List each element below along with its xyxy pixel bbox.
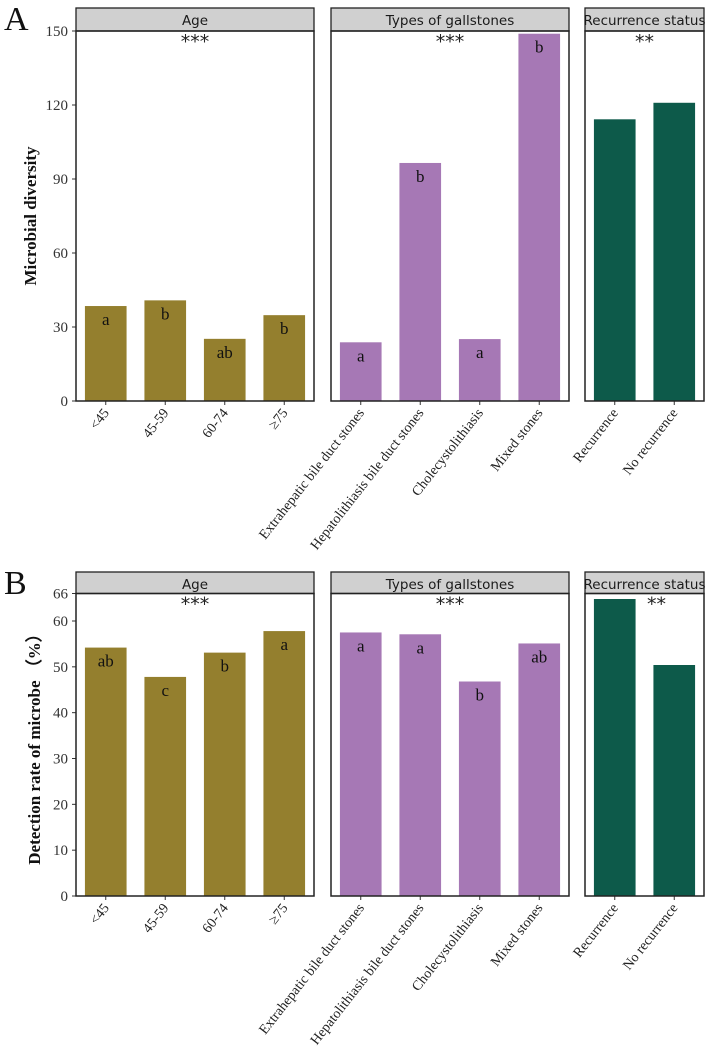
y-tick-label: 50 — [53, 660, 68, 676]
bar — [399, 634, 442, 896]
facet-title: Age — [182, 13, 208, 29]
x-tick-label: Mixed stones — [488, 406, 546, 474]
y-axis-label: Detection rate of microbe （%） — [24, 625, 44, 865]
bar — [458, 681, 501, 896]
bar — [203, 652, 246, 896]
bar — [593, 119, 636, 401]
significance-letter: b — [416, 167, 425, 186]
y-tick-label: 0 — [61, 889, 69, 905]
bar — [339, 342, 382, 401]
significance-letter: b — [476, 686, 485, 705]
x-tick-label: No recurrence — [621, 901, 682, 973]
significance-letter: ab — [217, 343, 233, 362]
y-tick-label: 66 — [53, 587, 69, 603]
bar — [84, 647, 127, 896]
x-tick-label: ≥75 — [266, 901, 291, 927]
y-tick-label: 30 — [53, 320, 68, 336]
y-tick-label: 150 — [46, 24, 69, 40]
x-tick-label: Hepatolithiasis bile duct stones — [308, 901, 427, 1048]
facet-title: Recurrence status — [584, 13, 706, 29]
bar — [84, 306, 127, 401]
bar — [144, 676, 187, 896]
panel-label: A — [4, 1, 29, 38]
x-tick-label: 60-74 — [200, 901, 232, 936]
y-tick-label: 30 — [53, 752, 68, 768]
panel-label: B — [4, 565, 27, 602]
bar — [339, 632, 382, 896]
x-tick-label: Recurrence — [571, 901, 622, 960]
y-tick-label: 60 — [53, 246, 68, 262]
facet-title: Age — [182, 577, 208, 593]
facet-age: Age a <45 b 45-59 ab 60-74 b ≥75 *** — [75, 7, 315, 441]
x-tick-label: 60-74 — [200, 406, 232, 441]
bar — [653, 102, 696, 401]
y-tick-label: 40 — [53, 706, 68, 722]
significance-letter: b — [221, 657, 230, 676]
panel-a: A Microbial diversity 0 30 60 90 120 150 Age a <45… — [4, 1, 706, 553]
significance-letter: a — [476, 343, 484, 362]
significance-stars: *** — [181, 31, 210, 53]
x-tick-label: Mixed stones — [488, 901, 546, 969]
facet-frame — [330, 592, 570, 897]
bar — [203, 338, 246, 401]
y-tick-label: 0 — [61, 394, 69, 410]
y-tick-label: 120 — [46, 98, 69, 114]
significance-letter: b — [161, 304, 170, 323]
significance-letter: c — [161, 681, 169, 700]
significance-letter: b — [280, 319, 289, 338]
bar — [399, 162, 442, 401]
significance-stars: *** — [436, 31, 465, 53]
significance-letter: ab — [98, 652, 114, 671]
panel-b: B Detection rate of microbe （%） 0 10 20 30 40 5… — [4, 565, 706, 1048]
x-tick-label: Recurrence — [571, 406, 622, 465]
x-tick-label: 45-59 — [140, 406, 172, 441]
significance-letter: a — [102, 310, 110, 329]
facet-age: Age ab <45 c 45-59 b 60-74 a ≥75 *** — [75, 571, 315, 936]
significance-letter: a — [416, 638, 424, 657]
significance-stars: ** — [647, 594, 666, 616]
facet-frame — [584, 30, 705, 402]
y-axis-label: Microbial diversity — [21, 146, 40, 285]
facet-title: Recurrence status — [584, 577, 706, 593]
facet-frame — [584, 592, 705, 897]
significance-letter: a — [280, 635, 288, 654]
significance-stars: *** — [436, 594, 465, 616]
facet-title: Types of gallstones — [385, 13, 514, 29]
y-tick-label: 90 — [53, 172, 68, 188]
bar — [144, 300, 187, 401]
x-tick-label: No recurrence — [621, 406, 682, 478]
bar — [653, 665, 696, 896]
significance-letter: a — [357, 346, 365, 365]
facet-title: Types of gallstones — [385, 577, 514, 593]
bar — [263, 315, 306, 401]
x-tick-label: <45 — [88, 406, 113, 432]
significance-letter: ab — [531, 647, 547, 666]
x-tick-label: <45 — [88, 901, 113, 927]
bar — [263, 631, 306, 896]
y-tick-label: 10 — [53, 843, 68, 859]
bar — [518, 643, 561, 896]
significance-letter: a — [357, 636, 365, 655]
x-tick-label: Hepatolithiasis bile duct stones — [308, 406, 427, 553]
significance-stars: ** — [635, 31, 654, 53]
significance-letter: b — [535, 38, 544, 57]
bar — [518, 33, 561, 402]
bar — [593, 599, 636, 896]
y-tick-label: 20 — [53, 797, 68, 813]
bar — [458, 339, 501, 401]
y-tick-label: 60 — [53, 614, 68, 630]
x-tick-label: 45-59 — [140, 901, 172, 936]
significance-stars: *** — [181, 594, 210, 616]
facet-frame — [75, 30, 315, 402]
facet-frame — [330, 30, 570, 402]
x-tick-label: ≥75 — [266, 406, 291, 432]
facet-frame — [75, 592, 315, 897]
